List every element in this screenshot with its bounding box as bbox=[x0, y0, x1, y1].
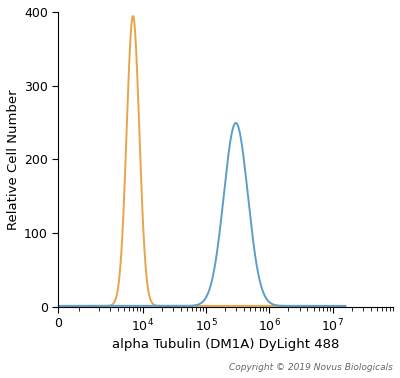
X-axis label: alpha Tubulin (DM1A) DyLight 488: alpha Tubulin (DM1A) DyLight 488 bbox=[112, 338, 340, 351]
Y-axis label: Relative Cell Number: Relative Cell Number bbox=[7, 89, 20, 230]
Text: Copyright © 2019 Novus Biologicals: Copyright © 2019 Novus Biologicals bbox=[229, 363, 393, 372]
